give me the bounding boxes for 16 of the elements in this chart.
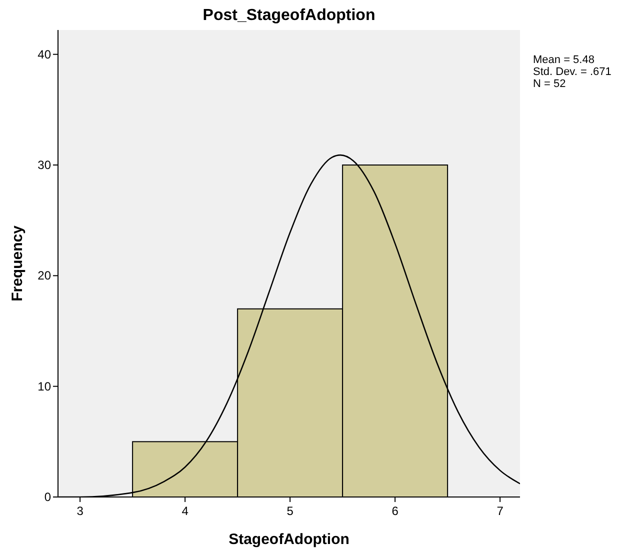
- x-tick-label: 6: [392, 504, 399, 518]
- y-tick-label: 40: [38, 47, 52, 62]
- x-tick-label: 3: [76, 504, 84, 518]
- x-tick-label: 4: [182, 504, 189, 518]
- x-axis-title: StageofAdoption: [228, 531, 350, 548]
- y-axis-title: Frequency: [9, 224, 26, 302]
- text: Std. Dev. = .671: [533, 66, 612, 78]
- x-tick-label: 5: [286, 504, 294, 518]
- y-tick-label: 0: [44, 490, 52, 504]
- chart-title: Post_StageofAdoption: [202, 7, 376, 24]
- y-tick-label: 30: [38, 158, 52, 172]
- text: N = 52: [533, 78, 566, 90]
- y-tick-label: 20: [38, 268, 52, 283]
- y-tick-label: 10: [38, 379, 52, 394]
- x-tick-label: 7: [496, 504, 504, 518]
- text: Mean = 5.48: [533, 54, 594, 66]
